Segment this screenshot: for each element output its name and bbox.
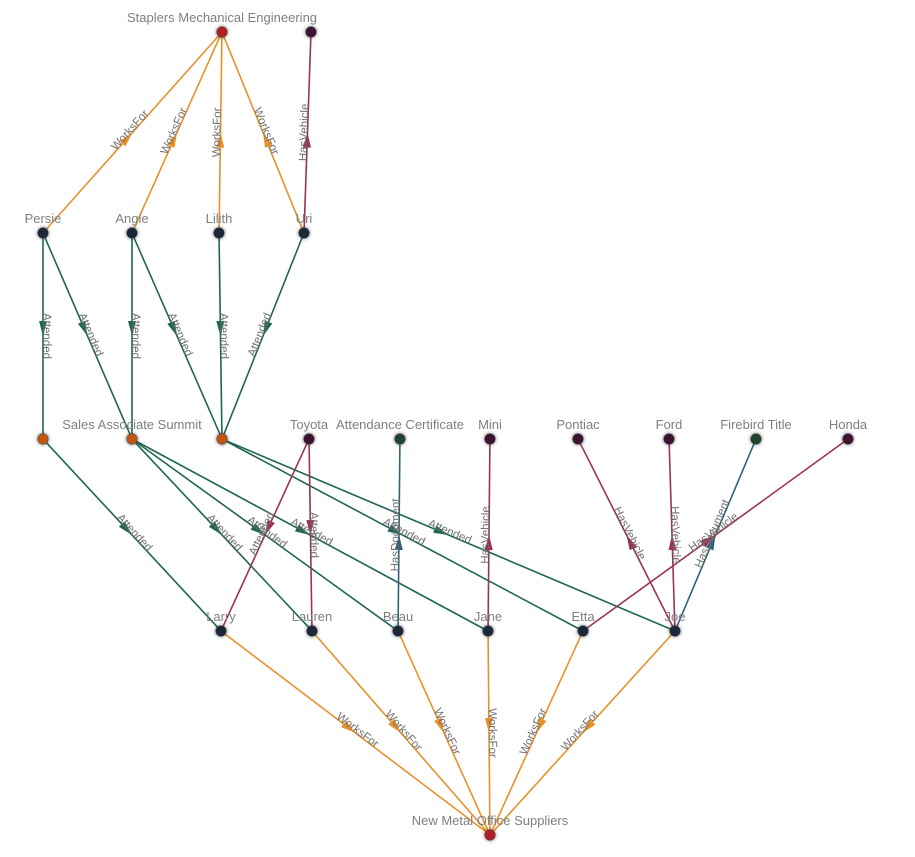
svg-text:HasVehicle: HasVehicle: [668, 506, 682, 564]
svg-text:Ford: Ford: [656, 417, 683, 432]
svg-text:Honda: Honda: [829, 417, 868, 432]
svg-text:Larry: Larry: [206, 609, 236, 624]
svg-text:WorksFor: WorksFor: [211, 107, 224, 157]
svg-text:Attended: Attended: [129, 313, 141, 359]
svg-text:Attended: Attended: [307, 512, 320, 558]
svg-text:New Metal Office Suppliers: New Metal Office Suppliers: [412, 813, 569, 828]
svg-text:Sales Associate Summit: Sales Associate Summit: [62, 417, 202, 432]
svg-text:HasDocument: HasDocument: [390, 498, 403, 572]
svg-text:Attended: Attended: [40, 313, 52, 359]
svg-text:Lauren: Lauren: [292, 609, 332, 624]
svg-text:Etta: Etta: [571, 609, 595, 624]
svg-text:Persie: Persie: [25, 211, 62, 226]
svg-text:Attendance Certificate: Attendance Certificate: [336, 417, 464, 432]
svg-text:Attended: Attended: [217, 313, 230, 359]
svg-text:Staplers Mechanical Engineerin: Staplers Mechanical Engineering: [127, 10, 317, 25]
svg-text:Angie: Angie: [115, 211, 148, 226]
svg-text:Jane: Jane: [474, 609, 502, 624]
svg-text:Lilith: Lilith: [206, 211, 233, 226]
svg-text:Mini: Mini: [478, 417, 502, 432]
svg-text:Firebird Title: Firebird Title: [720, 417, 792, 432]
svg-text:Toyota: Toyota: [290, 417, 329, 432]
svg-text:Joe: Joe: [665, 609, 686, 624]
svg-text:WorksFor: WorksFor: [486, 708, 499, 758]
svg-text:Uri: Uri: [296, 211, 313, 226]
svg-text:HasVehicle: HasVehicle: [480, 506, 493, 564]
svg-text:Pontiac: Pontiac: [556, 417, 600, 432]
svg-text:Beau: Beau: [383, 609, 413, 624]
svg-text:HasVehicle: HasVehicle: [298, 103, 312, 161]
